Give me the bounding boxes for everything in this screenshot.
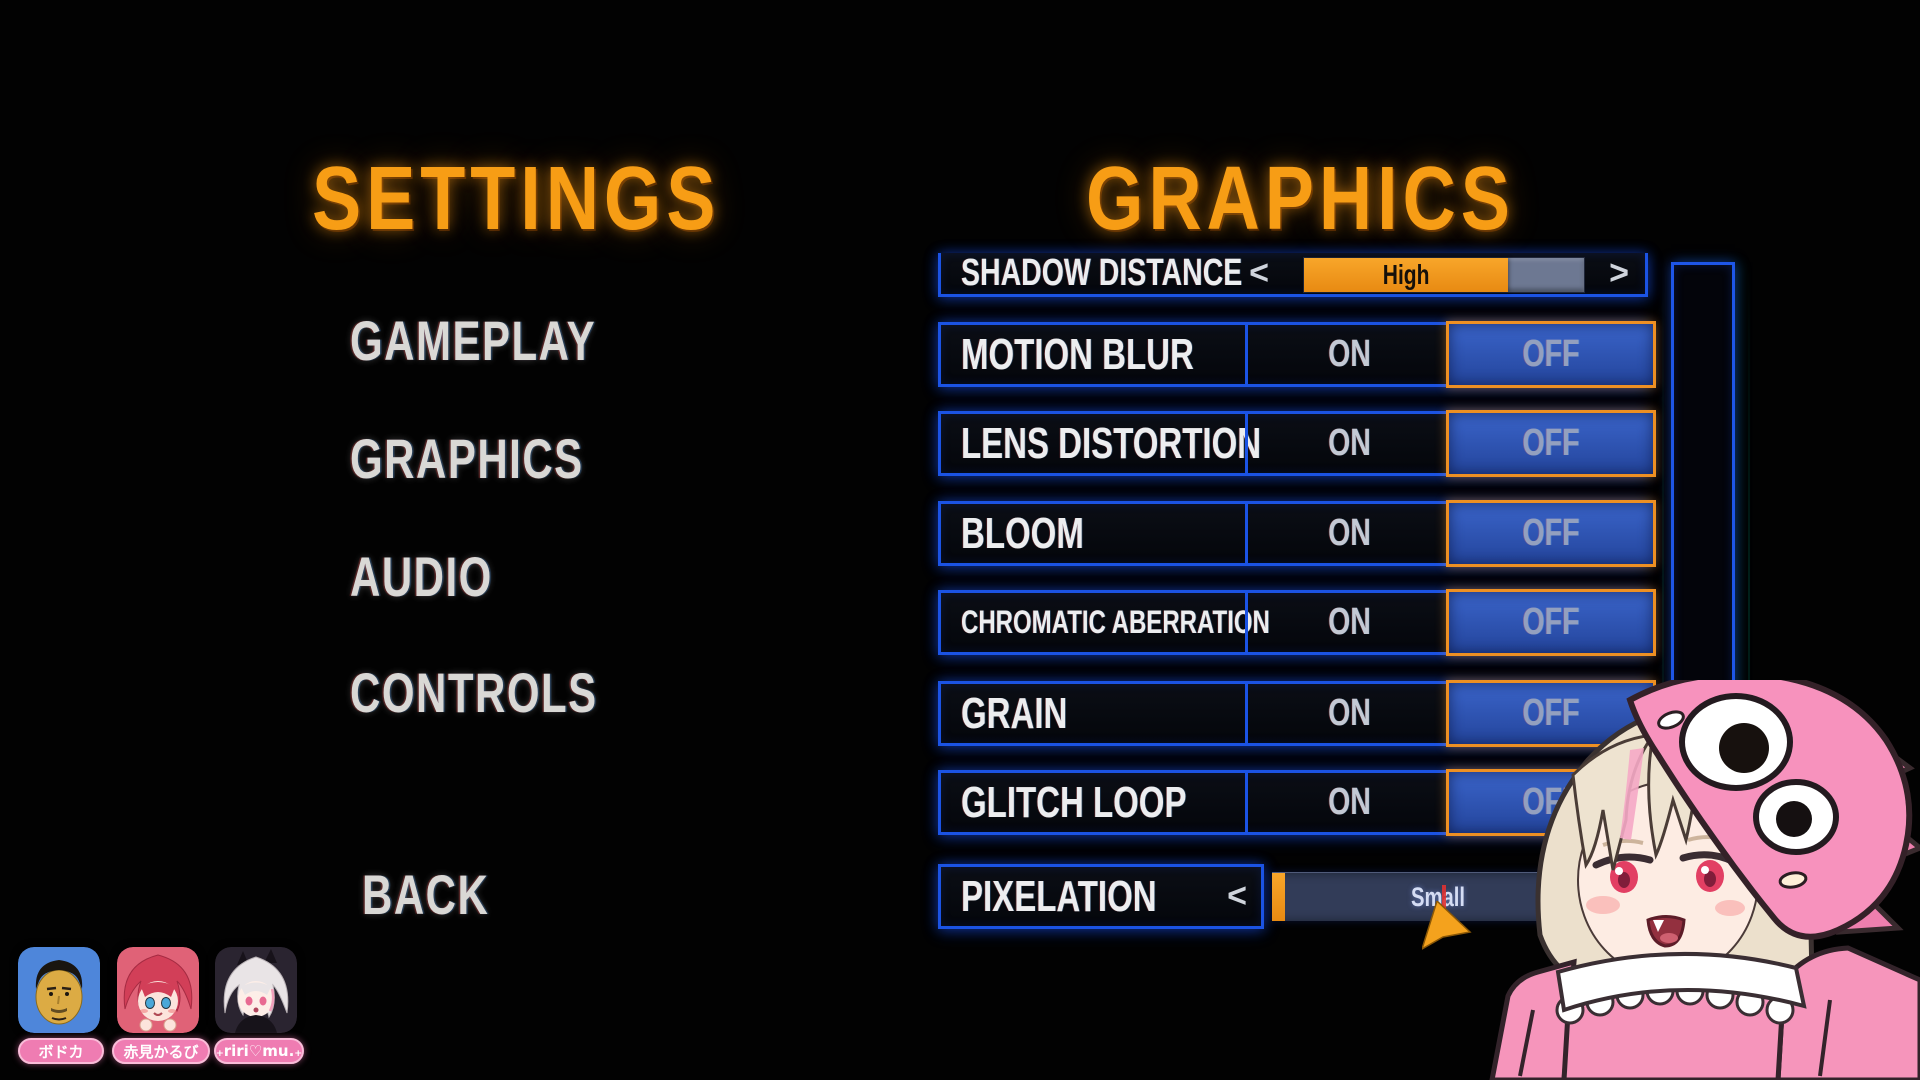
toggle-off-button[interactable]: OFF [1446, 321, 1656, 388]
setting-row-lens-distortion: LENS DISTORTION ON OFF [938, 410, 1656, 477]
crt-glow-line [1662, 268, 1664, 938]
sidebar-item-gameplay[interactable]: GAMEPLAY [350, 309, 597, 372]
sidebar-item-graphics[interactable]: GRAPHICS [350, 427, 584, 490]
toggle-off-button[interactable]: OFF [1446, 410, 1656, 477]
sidebar-item-audio[interactable]: AUDIO [350, 545, 493, 608]
setting-label: BLOOM [961, 508, 1084, 558]
setting-row-chromatic-aberration: CHROMATIC ABERRATION ON OFF [938, 589, 1656, 656]
slider-prev-arrow[interactable]: < [1227, 877, 1247, 915]
toggle-on-button[interactable]: ON [1245, 325, 1451, 384]
player-avatar [215, 947, 297, 1033]
setting-label-cell: CHROMATIC ABERRATION [941, 593, 1270, 652]
player-name-badge: ₊riri♡mu.₊ [214, 1038, 304, 1064]
shadow-distance-slider[interactable]: High [1303, 257, 1585, 293]
slider-fill: High [1304, 258, 1509, 292]
setting-label-cell: GRAIN [941, 684, 1245, 743]
glitch-artifact [1442, 885, 1446, 909]
setting-label-cell: GLITCH LOOP [941, 773, 1245, 832]
setting-label: GRAIN [961, 688, 1068, 738]
toggle-on-button[interactable]: ON [1245, 684, 1451, 743]
setting-label: PIXELATION [961, 871, 1157, 921]
setting-label-cell: LENS DISTORTION [941, 414, 1261, 473]
toggle-on-button[interactable]: ON [1245, 414, 1451, 473]
setting-label-cell: MOTION BLUR [941, 325, 1245, 384]
crt-glow-line [1748, 268, 1750, 938]
slider-prev-arrow[interactable]: < [1249, 254, 1269, 292]
setting-label-cell: SHADOW DISTANCE [941, 252, 1245, 294]
toggle-on-button[interactable]: ON [1245, 504, 1451, 563]
setting-label: LENS DISTORTION [961, 418, 1262, 468]
toggle-off-button[interactable]: OFF [1446, 500, 1656, 567]
setting-label: MOTION BLUR [961, 329, 1194, 379]
male-face-avatar-icon [18, 947, 100, 1033]
player-name-badge: ボドカ [18, 1038, 104, 1064]
setting-label: CHROMATIC ABERRATION [961, 604, 1270, 640]
setting-label-cell: BLOOM [941, 504, 1245, 563]
setting-row-motion-blur: MOTION BLUR ON OFF [938, 321, 1656, 388]
player-avatar [117, 947, 199, 1033]
toggle-on-button[interactable]: ON [1245, 593, 1451, 652]
graphics-title: GRAPHICS [1086, 149, 1515, 249]
slider-next-arrow[interactable]: > [1609, 254, 1629, 292]
sidebar-item-back[interactable]: BACK [362, 863, 490, 926]
settings-title: SETTINGS [312, 149, 721, 249]
setting-label: GLITCH LOOP [961, 777, 1187, 827]
setting-row-shadow-distance: SHADOW DISTANCE < High > [938, 252, 1648, 297]
setting-row-bloom: BLOOM ON OFF [938, 500, 1656, 567]
player-name-badge: 赤見かるび [112, 1038, 210, 1064]
setting-label: SHADOW DISTANCE [961, 252, 1243, 294]
toggle-off-button[interactable]: OFF [1446, 589, 1656, 656]
setting-label-cell: PIXELATION [941, 867, 1201, 926]
pink-dino-hood-vtuber [1489, 680, 1920, 1080]
slider-value: High [1382, 259, 1430, 290]
player-avatar [18, 947, 100, 1033]
red-hair-girl-avatar-icon [117, 947, 199, 1033]
toggle-on-button[interactable]: ON [1245, 773, 1451, 832]
setting-row-pixelation: PIXELATION < [938, 864, 1264, 929]
white-hair-girl-avatar-icon [215, 947, 297, 1033]
mouse-cursor [1422, 901, 1472, 950]
slider-fill [1272, 873, 1286, 921]
sidebar-item-controls[interactable]: CONTROLS [350, 661, 598, 724]
